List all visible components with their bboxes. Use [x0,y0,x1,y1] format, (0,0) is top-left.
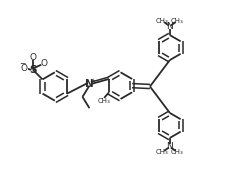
Text: +: + [90,78,95,83]
Text: O: O [30,53,36,62]
Text: N: N [85,79,94,89]
Text: −: − [19,59,25,68]
Text: CH₃: CH₃ [171,18,184,24]
Text: O: O [40,59,47,68]
Text: N: N [166,142,173,151]
Text: N: N [166,22,173,31]
Text: CH₃: CH₃ [156,149,169,155]
Text: S: S [29,65,37,75]
Text: O: O [21,64,27,73]
Text: CH₃: CH₃ [171,149,184,155]
Text: CH₃: CH₃ [156,18,169,24]
Text: CH₃: CH₃ [98,98,111,104]
